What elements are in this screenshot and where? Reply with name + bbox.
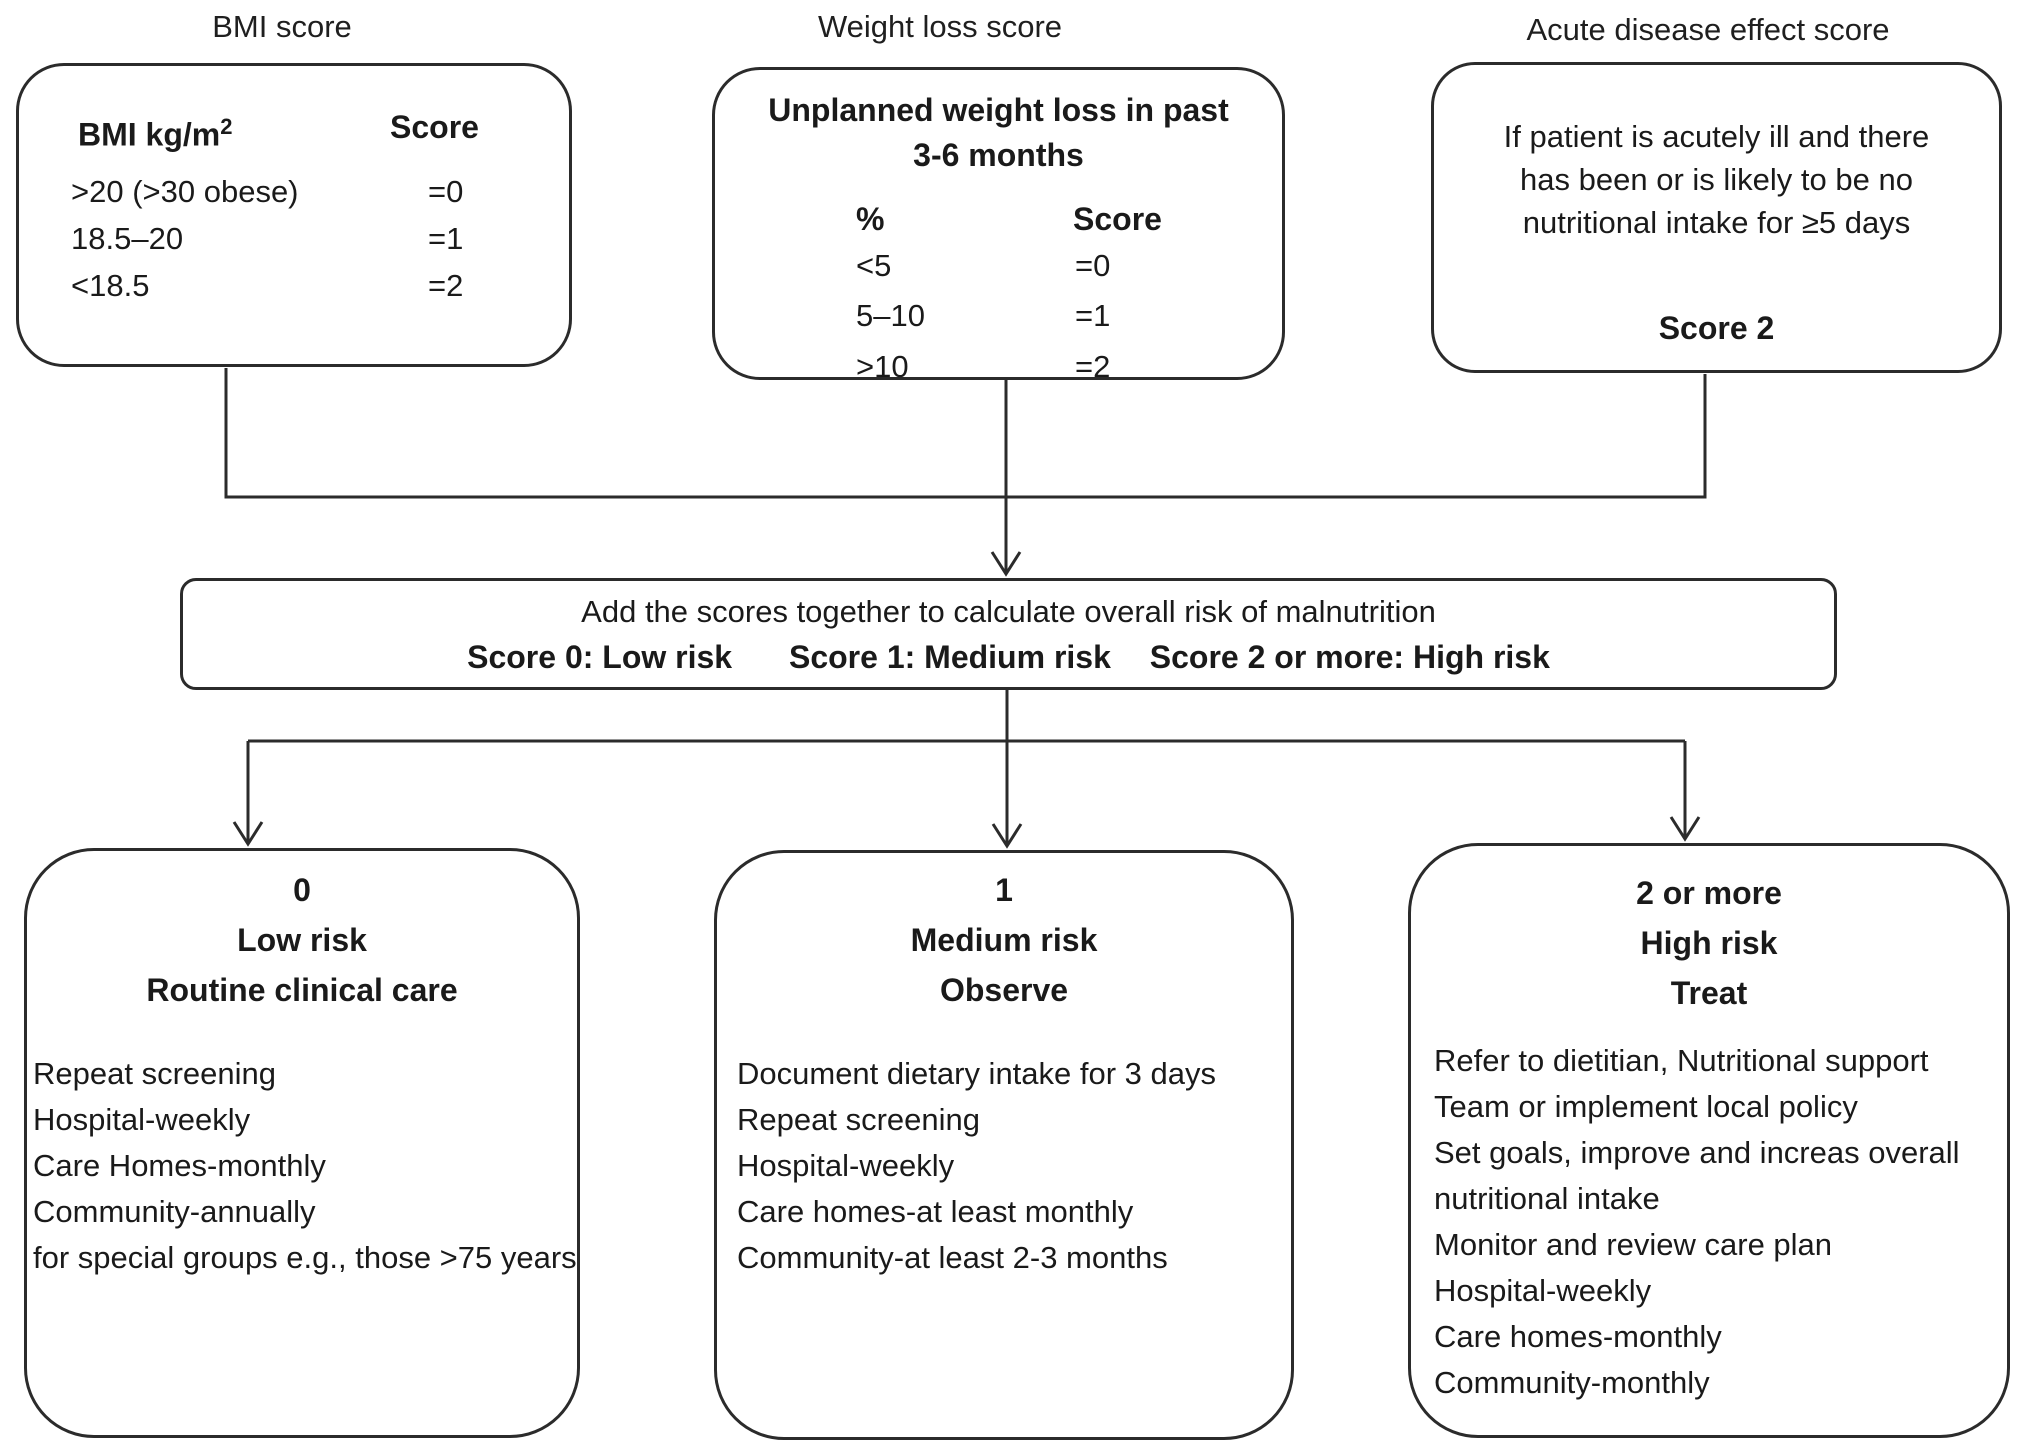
weight-loss-header: Unplanned weight loss in past 3-6 months xyxy=(715,88,1282,178)
score-col-header: Score xyxy=(1073,201,1162,237)
risk-legend-low: Score 0: Low risk xyxy=(467,639,733,675)
arrowhead-into-sum-box xyxy=(990,551,1022,577)
bmi-score-title: BMI score xyxy=(212,9,352,44)
list-item: Repeat screening xyxy=(33,1056,276,1091)
high-risk-label: High risk xyxy=(1640,925,1778,961)
risk-legend-high: Score 2 or more: High risk xyxy=(1149,639,1550,675)
list-item: Document dietary intake for 3 days xyxy=(737,1056,1217,1091)
low-risk-label: Low risk xyxy=(237,922,367,958)
bmi-col-header: BMI kg/m2 xyxy=(78,114,233,153)
list-item: Community-at least 2-3 months xyxy=(737,1240,1168,1275)
weight-loss-range: 5–10 xyxy=(856,298,925,333)
weight-loss-score-value: =1 xyxy=(1075,298,1111,333)
weight-loss-score-box: Unplanned weight loss in past 3-6 months… xyxy=(712,67,1285,384)
table-row: 18.5–20 =1 xyxy=(19,215,569,262)
list-item: Community-monthly xyxy=(1434,1365,1710,1400)
high-risk-box: 2 or more High risk Treat Refer to dieti… xyxy=(1408,843,2010,1438)
list-item: Hospital-weekly xyxy=(1434,1273,1652,1308)
low-risk-action: Routine clinical care xyxy=(146,972,458,1008)
medium-risk-items: Document dietary intake for 3 days Repea… xyxy=(737,1051,1216,1281)
weight-loss-range: <5 xyxy=(856,248,892,283)
low-risk-heading: 0 Low risk Routine clinical care xyxy=(27,865,577,1015)
list-item: Set goals, improve and increas overall xyxy=(1434,1135,1960,1170)
weight-loss-score-title: Weight loss score xyxy=(817,9,1063,44)
low-risk-score: 0 xyxy=(293,872,311,908)
percent-col-header: % xyxy=(856,201,885,237)
bmi-range: 18.5–20 xyxy=(71,221,184,256)
overall-risk-legend: Score 0: Low risk Score 1: Medium risk S… xyxy=(183,639,1834,675)
high-risk-heading: 2 or more High risk Treat xyxy=(1411,868,2007,1018)
medium-risk-score: 1 xyxy=(995,872,1013,908)
bmi-superscript: 2 xyxy=(220,114,233,139)
list-item: Refer to dietitian, Nutritional support xyxy=(1434,1043,1929,1078)
acute-disease-score-box: If patient is acutely ill and there has … xyxy=(1431,62,2002,373)
risk-legend-medium: Score 1: Medium risk xyxy=(788,639,1111,675)
bmi-table-rows: >20 (>30 obese) =0 18.5–20 =1 <18.5 =2 xyxy=(19,168,569,309)
table-row: >20 (>30 obese) =0 xyxy=(19,168,569,215)
overall-risk-instruction: Add the scores together to calculate ove… xyxy=(581,594,1436,629)
high-risk-score: 2 or more xyxy=(1636,875,1782,911)
medium-risk-action: Observe xyxy=(939,972,1069,1008)
low-risk-items: Repeat screening Hospital-weekly Care Ho… xyxy=(33,1051,577,1281)
bmi-table-header: BMI kg/m2 Score xyxy=(19,108,569,153)
medium-risk-heading: 1 Medium risk Observe xyxy=(717,865,1291,1015)
bmi-score-value: =0 xyxy=(428,174,464,209)
high-risk-items: Refer to dietitian, Nutritional support … xyxy=(1434,1038,1960,1406)
list-item: Repeat screening xyxy=(737,1102,980,1137)
acute-score-label: Score 2 xyxy=(1658,310,1775,346)
list-item: Monitor and review care plan xyxy=(1434,1227,1833,1262)
bmi-range: >20 (>30 obese) xyxy=(71,174,299,209)
arrowhead-into-high-box xyxy=(1669,816,1701,842)
arrowhead-into-low-box xyxy=(232,821,264,847)
bmi-score-value: =2 xyxy=(428,268,464,303)
medium-risk-box: 1 Medium risk Observe Document dietary i… xyxy=(714,850,1294,1440)
weight-loss-score-value: =0 xyxy=(1075,248,1111,283)
acute-disease-score-title: Acute disease effect score xyxy=(1526,12,1890,47)
weight-loss-header-line2: 3-6 months xyxy=(913,137,1084,173)
acute-line: has been or is likely to be no xyxy=(1520,162,1913,197)
list-item: Hospital-weekly xyxy=(737,1148,955,1183)
bmi-score-box: BMI kg/m2 Score >20 (>30 obese) =0 18.5–… xyxy=(16,63,572,367)
table-row: <18.5 =2 xyxy=(19,262,569,309)
overall-risk-box: Add the scores together to calculate ove… xyxy=(180,578,1837,690)
bmi-score-value: =1 xyxy=(428,221,464,256)
weight-loss-header-line1: Unplanned weight loss in past xyxy=(768,92,1229,128)
medium-risk-label: Medium risk xyxy=(910,922,1098,958)
list-item: for special groups e.g., those >75 years xyxy=(33,1240,577,1275)
weight-loss-score-value: =2 xyxy=(1075,349,1111,384)
acute-disease-text: If patient is acutely ill and there has … xyxy=(1434,115,1999,244)
high-risk-action: Treat xyxy=(1670,975,1748,1011)
bmi-score-col-header: Score xyxy=(390,109,479,145)
table-row: >10 =2 xyxy=(715,347,1282,387)
list-item: Team or implement local policy xyxy=(1434,1089,1858,1124)
bmi-range: <18.5 xyxy=(71,268,150,303)
list-item: Care homes-at least monthly xyxy=(737,1194,1134,1229)
list-item: Hospital-weekly xyxy=(33,1102,251,1137)
table-row: <5 =0 xyxy=(715,246,1282,286)
list-item: Care Homes-monthly xyxy=(33,1148,326,1183)
list-item: Community-annually xyxy=(33,1194,316,1229)
table-row: 5–10 =1 xyxy=(715,296,1282,336)
list-item: nutritional intake xyxy=(1434,1181,1660,1216)
low-risk-box: 0 Low risk Routine clinical care Repeat … xyxy=(24,848,580,1438)
acute-line: nutritional intake for ≥5 days xyxy=(1522,205,1911,240)
weight-loss-range: >10 xyxy=(856,349,909,384)
weight-loss-col-headers: % Score xyxy=(715,199,1282,239)
list-item: Care homes-monthly xyxy=(1434,1319,1722,1354)
acute-line: If patient is acutely ill and there xyxy=(1503,119,1930,154)
arrowhead-into-medium-box xyxy=(991,823,1023,849)
